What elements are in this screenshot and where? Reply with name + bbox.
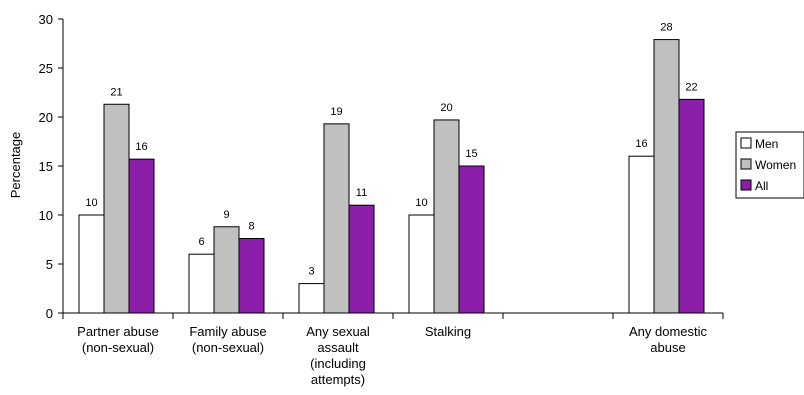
- bar-women: [323, 123, 350, 314]
- legend-swatch-women: [740, 158, 752, 170]
- category-label: Any sexual: [306, 324, 370, 339]
- legend-label-all: All: [755, 179, 768, 193]
- category-label: Partner abuse: [77, 324, 159, 339]
- y-axis: 0 5 10 15 20 25 30: [39, 12, 64, 321]
- category-label: (non-sexual): [192, 340, 264, 355]
- data-label: 28: [660, 22, 672, 34]
- category-label: Any domestic: [629, 324, 708, 339]
- bars: [78, 39, 705, 314]
- data-label: 3: [308, 266, 314, 278]
- y-tick-label: 0: [46, 306, 53, 321]
- bar-men: [628, 155, 655, 314]
- data-label: 19: [330, 106, 342, 118]
- bar-men: [298, 283, 325, 314]
- y-tick-label: 20: [39, 110, 53, 125]
- data-label: 15: [465, 148, 477, 160]
- category-label: (non-sexual): [82, 340, 154, 355]
- bar-all: [458, 165, 485, 314]
- data-label: 21: [110, 86, 122, 98]
- bar-men: [78, 214, 105, 314]
- data-labels: 10 6 3 10 16 21 9 19 20 28 16 8 11 15 22: [85, 22, 697, 278]
- category-label: (including: [310, 356, 366, 371]
- data-label: 22: [685, 81, 697, 93]
- data-label: 10: [85, 197, 97, 209]
- y-axis-title: Percentage: [8, 132, 23, 199]
- data-label: 9: [223, 209, 229, 221]
- y-tick-label: 30: [39, 12, 53, 27]
- y-tick-label: 15: [39, 159, 53, 174]
- bar-women: [103, 103, 130, 314]
- data-label: 10: [415, 197, 427, 209]
- bar-women: [213, 226, 240, 314]
- legend-swatch-men: [740, 137, 752, 149]
- legend: Men Women All: [735, 131, 804, 199]
- bar-all: [678, 98, 705, 314]
- bar-all: [128, 158, 155, 314]
- category-label: abuse: [650, 340, 685, 355]
- bar-women: [433, 119, 460, 314]
- y-tick-label: 5: [46, 257, 53, 272]
- bar-men: [188, 253, 215, 314]
- data-label: 16: [635, 138, 647, 150]
- legend-label-women: Women: [755, 158, 796, 172]
- data-label: 16: [135, 141, 147, 153]
- category-label: assault: [317, 340, 359, 355]
- category-label: attempts): [311, 372, 365, 387]
- y-tick-label: 25: [39, 61, 53, 76]
- data-label: 8: [248, 221, 254, 233]
- data-label: 11: [356, 187, 367, 199]
- legend-swatch-all: [740, 179, 752, 191]
- data-label: 6: [198, 236, 204, 248]
- bar-men: [408, 214, 435, 314]
- x-axis: Partner abuse(non-sexual)Family abuse(no…: [62, 312, 724, 387]
- legend-label-men: Men: [755, 137, 778, 151]
- y-tick-label: 10: [39, 208, 53, 223]
- data-label: 20: [440, 102, 452, 114]
- bar-all: [348, 204, 375, 314]
- category-label: Stalking: [425, 324, 471, 339]
- bar-women: [653, 39, 680, 314]
- category-label: Family abuse: [189, 324, 266, 339]
- bar-all: [238, 238, 265, 314]
